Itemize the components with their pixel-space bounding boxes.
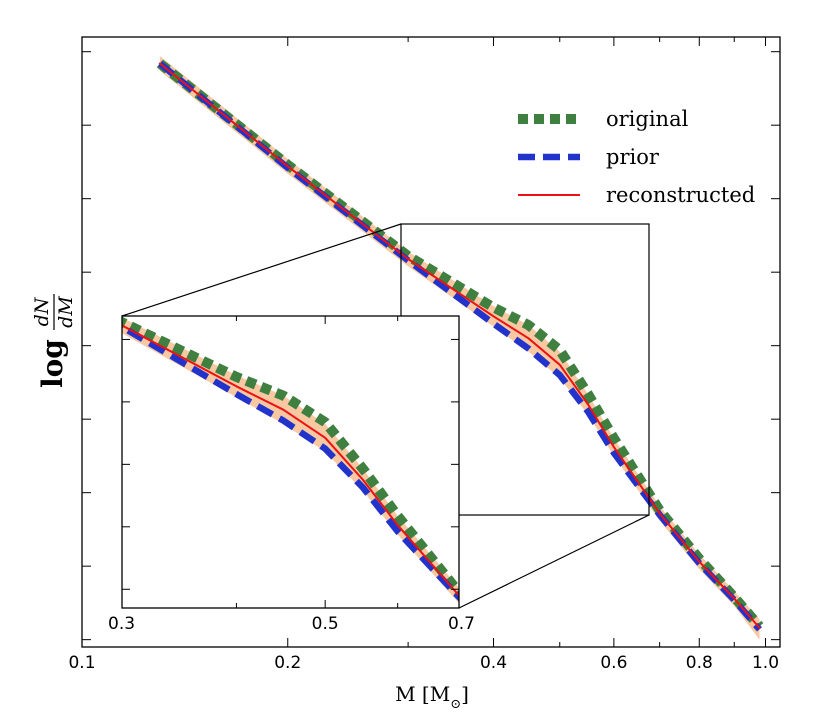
main-series-lines [156,59,764,632]
main-x-ticks: 0.1 0.2 0.4 0.6 0.8 1.0 [68,37,779,673]
zoom-connector-bottom [458,514,650,609]
y-axis-label: log dN dM [31,294,77,388]
main-x-tick-label: 0.6 [600,653,627,673]
inset-x-tick-label: 0.7 [448,614,475,634]
inset-uncertainty-band [122,317,459,604]
main-axes-frame [81,36,781,648]
inset-y-ticks [122,338,459,590]
main-x-tick-label: 1.0 [752,653,779,673]
main-y-ticks [82,51,780,641]
inset-axes-frame [121,315,460,609]
inset-band-area [122,317,459,604]
legend-label-reconstructed: reconstructed [606,183,755,207]
main-x-tick-label: 0.4 [480,653,507,673]
inset-x-tick-label: 0.5 [312,614,339,634]
legend-label-original: original [606,107,689,131]
legend-label-prior: prior [606,145,660,169]
inset-series-prior [122,323,459,602]
inset-series-lines [122,316,459,602]
y-axis-label-numerator: dN [31,296,53,326]
inset-background [122,316,459,608]
main-series-original [156,59,764,630]
main-x-tick-label: 0.8 [686,653,713,673]
chart-legend: original prior reconstructed [518,107,755,207]
inset-x-ticks: 0.3 0.5 0.7 [108,316,475,634]
main-series-prior [157,60,762,632]
y-axis-label-denominator: dM [55,296,77,328]
inset-series-reconstructed [122,324,459,597]
main-series-reconstructed [158,62,761,629]
zoom-connector-top [121,223,402,317]
x-axis-label: M [M⊙] [395,682,469,712]
main-x-tick-label: 0.2 [274,653,301,673]
main-x-tick-label: 0.1 [68,653,95,673]
inset-x-tick-label: 0.3 [108,614,135,634]
inset-series-original [122,316,459,600]
y-axis-label-log: log [36,339,69,388]
